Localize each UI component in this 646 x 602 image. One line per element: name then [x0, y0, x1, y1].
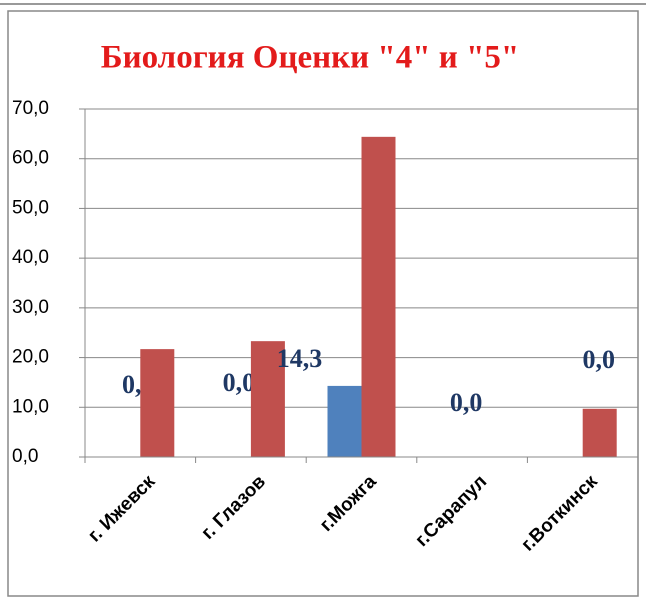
y-tick-label: 30,0: [12, 297, 49, 318]
bar: [582, 408, 617, 457]
chart-title: Биология Оценки "4" и "5": [101, 40, 519, 76]
data-label: 0,0: [450, 388, 483, 417]
bar: [250, 341, 285, 457]
y-tick-label: 60,0: [12, 148, 49, 169]
y-tick-label: 70,0: [12, 98, 49, 119]
data-label: 14,3: [277, 344, 323, 373]
bar: [140, 349, 175, 457]
data-label: 0,0: [223, 368, 256, 397]
y-tick-label: 50,0: [12, 197, 49, 218]
data-label: 0,0: [582, 345, 615, 374]
chart-frame: [7, 10, 639, 597]
bar: [361, 136, 396, 457]
y-tick-label: 10,0: [12, 396, 49, 417]
y-tick-label: 0,0: [12, 446, 38, 467]
y-tick-label: 20,0: [12, 347, 49, 368]
y-tick-label: 40,0: [12, 247, 49, 268]
bar: [327, 385, 362, 457]
